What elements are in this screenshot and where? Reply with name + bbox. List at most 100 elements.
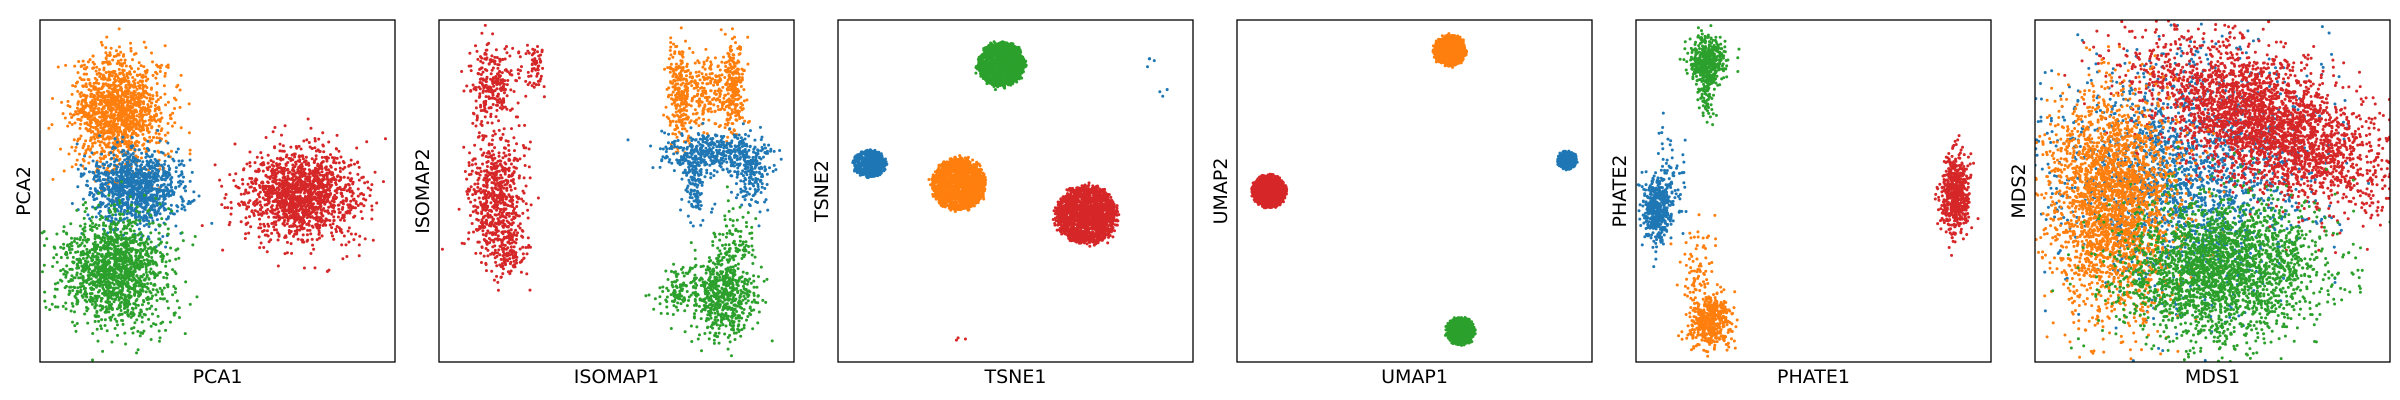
scatter-point-green [146, 242, 150, 246]
scatter-point-blue [111, 195, 115, 199]
scatter-point-red [313, 266, 317, 270]
scatter-point-green [127, 260, 131, 264]
scatter-point-blue [159, 188, 163, 192]
scatter-point-green [145, 296, 149, 300]
scatter-point-green [71, 320, 75, 324]
scatter-point-green [64, 301, 68, 305]
scatter-point-green [164, 264, 168, 268]
scatter-point-green [71, 288, 75, 292]
scatter-point-green [141, 241, 145, 245]
scatter-point-blue [124, 184, 128, 188]
scatter-point-green [126, 219, 130, 223]
scatter-point-green [131, 307, 135, 311]
scatter-point-orange [131, 119, 135, 123]
scatter-point-green [70, 247, 74, 251]
scatter-point-red [346, 176, 350, 180]
scatter-point-blue [142, 219, 146, 223]
scatter-point-green [134, 209, 138, 213]
scatter-point-orange [68, 121, 72, 125]
scatter-point-green [101, 232, 105, 236]
scatter-point-green [145, 237, 149, 241]
scatter-point-orange [78, 76, 82, 80]
scatter-point-red [352, 162, 356, 166]
scatter-point-orange [139, 128, 143, 132]
scatter-point-red [322, 207, 326, 211]
scatter-point-orange [158, 136, 162, 140]
scatter-point-red [321, 144, 325, 148]
scatter-point-orange [88, 101, 92, 105]
scatter-point-orange [158, 119, 162, 123]
scatter-point-red [253, 186, 257, 190]
scatter-point-orange [158, 70, 162, 74]
scatter-point-orange [59, 147, 63, 151]
scatter-point-blue [119, 166, 123, 170]
scatter-point-green [138, 293, 142, 297]
scatter-point-orange [126, 135, 130, 139]
scatter-point-blue [106, 176, 110, 180]
scatter-point-blue [147, 171, 151, 175]
scatter-point-green [135, 274, 139, 278]
scatter-point-blue [127, 170, 131, 174]
scatter-point-orange [80, 64, 84, 68]
scatter-point-orange [166, 63, 170, 67]
scatter-point-blue [121, 135, 125, 139]
scatter-point-green [142, 258, 146, 262]
scatter-point-blue [176, 205, 180, 209]
scatter-point-green [83, 229, 87, 233]
scatter-point-green [119, 249, 123, 253]
scatter-point-red [348, 186, 352, 190]
scatter-point-red [375, 201, 379, 205]
scatter-point-red [256, 210, 260, 214]
scatter-point-green [98, 304, 102, 308]
scatter-point-orange [105, 145, 109, 149]
scatter-point-orange [135, 87, 139, 91]
scatter-point-red [339, 175, 343, 179]
scatter-point-green [180, 231, 184, 235]
scatter-point-blue [147, 225, 151, 229]
scatter-point-green [103, 229, 107, 233]
scatter-point-orange [133, 78, 137, 82]
scatter-point-green [79, 285, 83, 289]
scatter-point-green [126, 276, 131, 280]
scatter-point-red [334, 167, 338, 171]
scatter-point-blue [147, 148, 151, 152]
scatter-point-blue [148, 182, 152, 186]
scatter-point-green [121, 286, 125, 290]
scatter-point-blue [81, 173, 85, 177]
scatter-point-orange [102, 132, 106, 136]
scatter-point-green [92, 255, 96, 259]
scatter-point-blue [92, 198, 96, 202]
scatter-point-red [351, 182, 355, 186]
scatter-point-blue [186, 202, 190, 206]
scatter-point-red [286, 219, 290, 223]
scatter-point-orange [100, 119, 104, 123]
scatter-point-orange [89, 94, 93, 98]
scatter-point-orange [74, 163, 78, 167]
scatter-point-green [177, 306, 181, 310]
scatter-point-green [84, 200, 88, 204]
scatter-point-red [356, 194, 360, 198]
scatter-point-orange [113, 74, 117, 78]
scatter-point-blue [102, 166, 106, 170]
scatter-point-green [102, 287, 106, 291]
scatter-point-green [121, 212, 125, 216]
scatter-point-orange [166, 122, 170, 126]
scatter-point-orange [82, 78, 86, 82]
scatter-point-green [100, 318, 104, 322]
scatter-point-orange [107, 103, 111, 107]
scatter-point-orange [98, 143, 102, 147]
scatter-point-green [117, 290, 121, 294]
scatter-point-blue [115, 178, 119, 182]
scatter-point-green [118, 216, 122, 220]
scatter-point-green [89, 295, 93, 299]
scatter-point-green [61, 304, 65, 308]
scatter-point-green [107, 258, 111, 262]
scatter-point-red [221, 248, 225, 252]
scatter-point-green [150, 255, 154, 259]
scatter-point-orange [121, 71, 125, 75]
scatter-point-blue [98, 175, 102, 179]
scatter-point-green [171, 268, 175, 272]
scatter-point-green [134, 299, 138, 303]
scatter-point-orange [118, 113, 122, 117]
scatter-point-orange [50, 123, 54, 127]
